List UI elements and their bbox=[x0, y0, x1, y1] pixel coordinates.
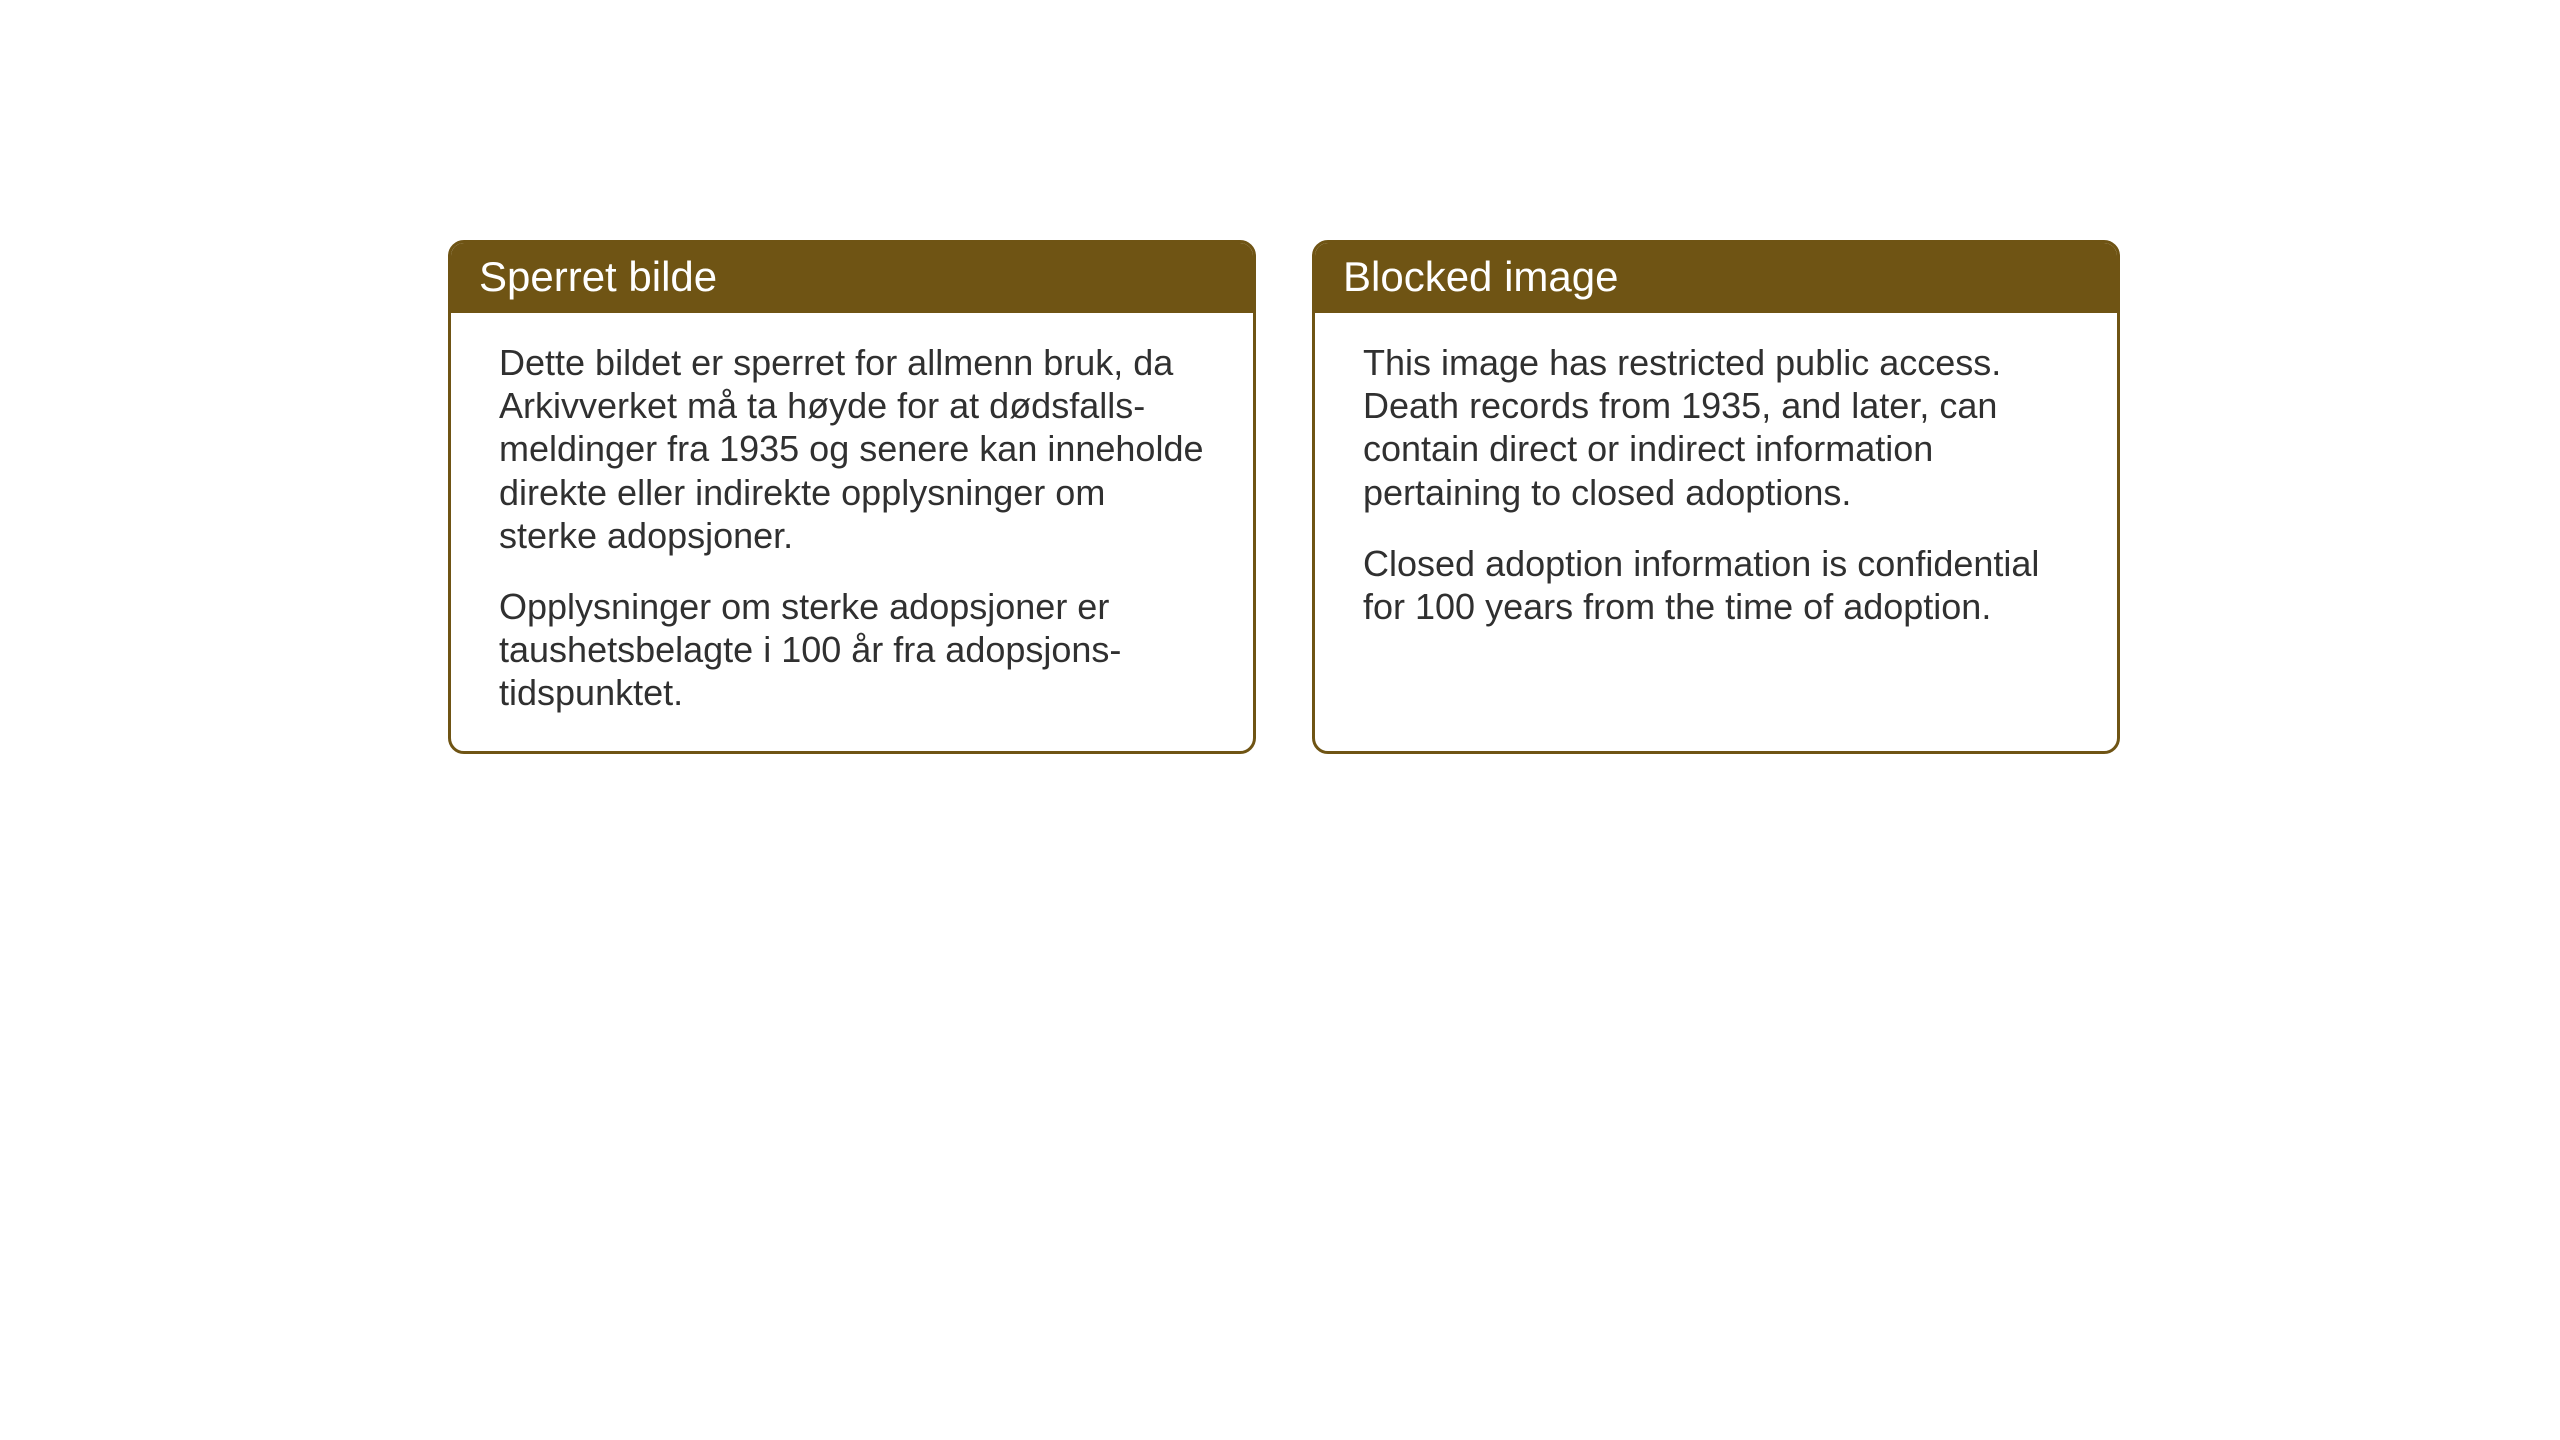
notice-card-english: Blocked image This image has restricted … bbox=[1312, 240, 2120, 754]
card-title-english: Blocked image bbox=[1343, 253, 1618, 300]
notice-card-norwegian: Sperret bilde Dette bildet er sperret fo… bbox=[448, 240, 1256, 754]
card-title-norwegian: Sperret bilde bbox=[479, 253, 717, 300]
card-paragraph-english-2: Closed adoption information is confident… bbox=[1363, 542, 2075, 628]
card-body-norwegian: Dette bildet er sperret for allmenn bruk… bbox=[451, 313, 1253, 751]
card-paragraph-english-1: This image has restricted public access.… bbox=[1363, 341, 2075, 514]
card-header-norwegian: Sperret bilde bbox=[451, 243, 1253, 313]
card-body-english: This image has restricted public access.… bbox=[1315, 313, 2117, 664]
card-header-english: Blocked image bbox=[1315, 243, 2117, 313]
card-paragraph-norwegian-2: Opplysninger om sterke adopsjoner er tau… bbox=[499, 585, 1211, 715]
card-paragraph-norwegian-1: Dette bildet er sperret for allmenn bruk… bbox=[499, 341, 1211, 557]
notice-container: Sperret bilde Dette bildet er sperret fo… bbox=[448, 240, 2120, 754]
